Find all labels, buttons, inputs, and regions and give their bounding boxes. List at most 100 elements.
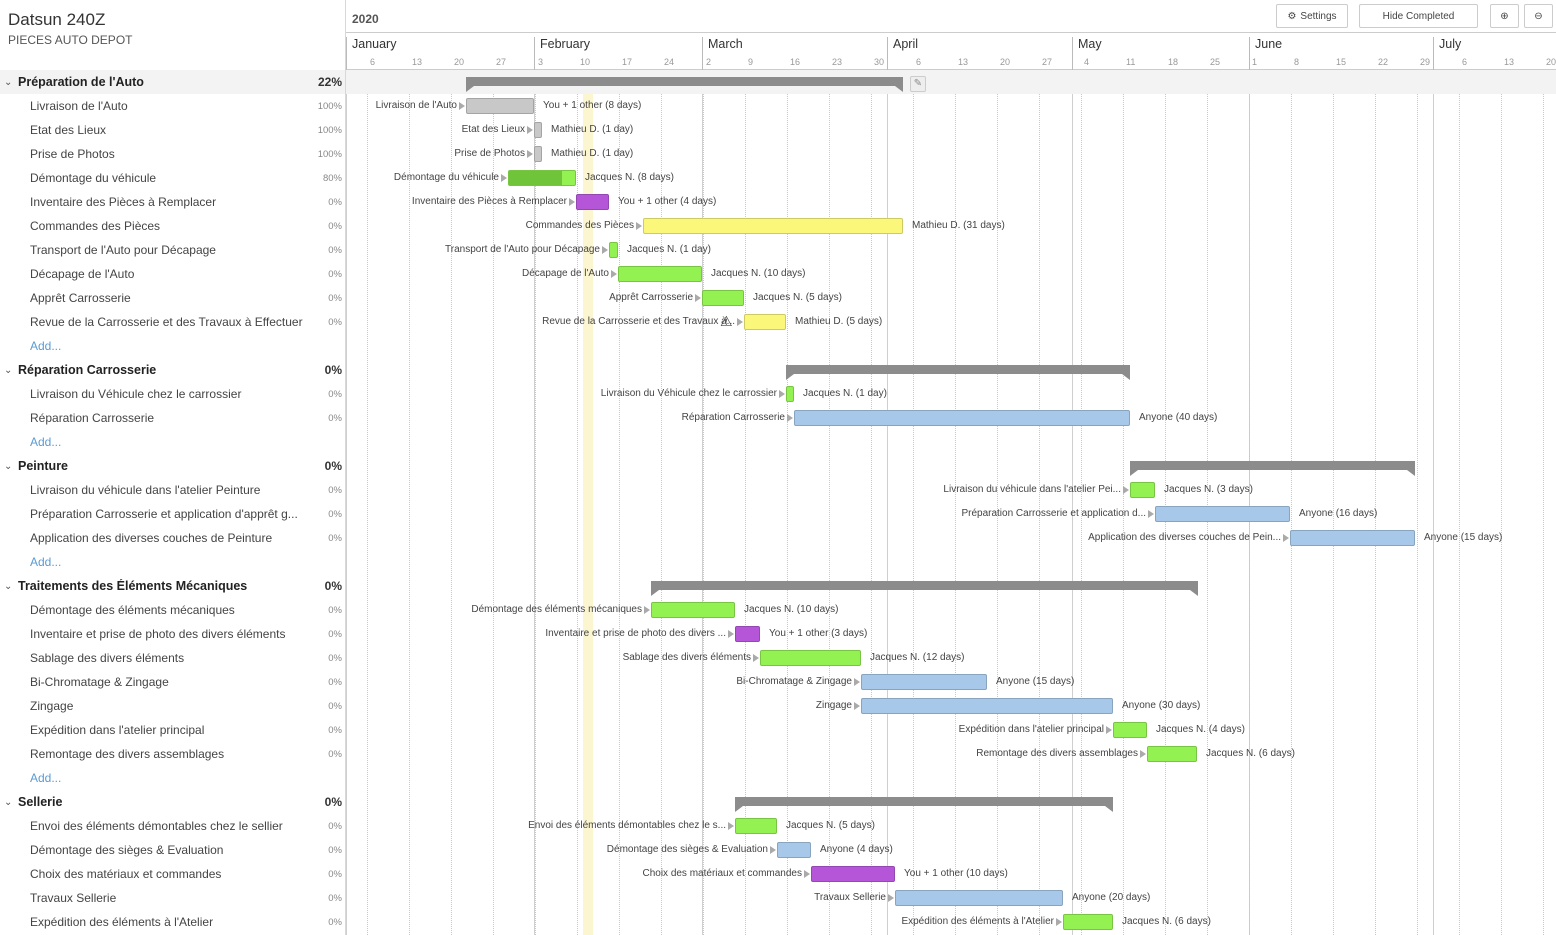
task-row[interactable]: Livraison de l'Auto 100%: [0, 94, 345, 118]
chevron-down-icon[interactable]: ⌄: [4, 796, 13, 808]
task-bar[interactable]: [1063, 914, 1113, 930]
task-bar-label: Expédition dans l'atelier principal: [958, 724, 1104, 735]
task-bar[interactable]: [1113, 722, 1147, 738]
task-row[interactable]: Préparation Carrosserie et application d…: [0, 502, 345, 526]
group-row[interactable]: ⌄ Peinture 0%: [0, 454, 345, 478]
task-row[interactable]: Expédition des éléments à l'Atelier 0%: [0, 910, 345, 934]
group-summary-bar[interactable]: [1130, 461, 1415, 476]
task-row[interactable]: Zingage 0%: [0, 694, 345, 718]
task-name: Envoi des éléments démontables chez le s…: [30, 819, 283, 833]
group-row[interactable]: ⌄ Traitements des Éléments Mécaniques 0%: [0, 574, 345, 598]
group-summary-bar[interactable]: [735, 797, 1113, 812]
add-task-link[interactable]: Add...: [0, 334, 345, 358]
task-bar[interactable]: [651, 602, 735, 618]
task-bar[interactable]: [1130, 482, 1155, 498]
task-row[interactable]: Choix des matériaux et commandes 0%: [0, 862, 345, 886]
warning-icon[interactable]: ⚠: [720, 313, 733, 329]
week-gridline: [1417, 70, 1418, 935]
task-assignee-label: Jacques N. (5 days): [786, 820, 875, 831]
add-task-link[interactable]: Add...: [0, 550, 345, 574]
task-name: Etat des Lieux: [30, 123, 107, 137]
task-row[interactable]: Bi-Chromatage & Zingage 0%: [0, 670, 345, 694]
task-row[interactable]: Remontage des divers assemblages 0%: [0, 742, 345, 766]
task-bar[interactable]: [702, 290, 744, 306]
zoom-out-button[interactable]: ⊖: [1524, 4, 1553, 28]
zoom-in-button[interactable]: ⊕: [1490, 4, 1519, 28]
day-tick-label: 20: [1000, 57, 1011, 67]
task-row[interactable]: Démontage du véhicule 80%: [0, 166, 345, 190]
group-summary-bar[interactable]: [786, 365, 1130, 380]
task-bar[interactable]: [895, 890, 1063, 906]
task-bar[interactable]: [1155, 506, 1290, 522]
task-bar[interactable]: [777, 842, 811, 858]
task-row[interactable]: Démontage des éléments mécaniques 0%: [0, 598, 345, 622]
task-row[interactable]: Apprêt Carrosserie 0%: [0, 286, 345, 310]
task-bar[interactable]: [760, 650, 861, 666]
group-summary-bar[interactable]: [651, 581, 1198, 596]
task-row[interactable]: Inventaire des Pièces à Remplacer 0%: [0, 190, 345, 214]
chevron-down-icon[interactable]: ⌄: [4, 76, 13, 88]
task-row[interactable]: Démontage des sièges & Evaluation 0%: [0, 838, 345, 862]
chevron-down-icon[interactable]: ⌄: [4, 460, 13, 472]
add-task-link[interactable]: Add...: [0, 766, 345, 790]
task-bar-label: Démontage des éléments mécaniques: [471, 604, 642, 615]
task-row[interactable]: Livraison du véhicule dans l'atelier Pei…: [0, 478, 345, 502]
task-bar[interactable]: [1290, 530, 1415, 546]
week-gridline: [913, 70, 914, 935]
month-label: May: [1072, 37, 1102, 71]
task-bar[interactable]: [861, 698, 1113, 714]
task-row[interactable]: Décapage de l'Auto 0%: [0, 262, 345, 286]
task-assignee-label: Anyone (15 days): [1424, 532, 1503, 543]
task-row[interactable]: Application des diverses couches de Pein…: [0, 526, 345, 550]
task-row[interactable]: Travaux Sellerie 0%: [0, 886, 345, 910]
task-bar[interactable]: [534, 146, 542, 162]
task-bar[interactable]: [643, 218, 903, 234]
task-bar-label: Envoi des éléments démontables chez le s…: [528, 820, 726, 831]
task-row[interactable]: Transport de l'Auto pour Décapage 0%: [0, 238, 345, 262]
task-row[interactable]: Inventaire et prise de photo des divers …: [0, 622, 345, 646]
group-summary-bar[interactable]: [466, 77, 903, 92]
task-percent: 0%: [328, 508, 342, 520]
week-gridline: [1333, 70, 1334, 935]
task-bar[interactable]: [576, 194, 609, 210]
task-bar[interactable]: [618, 266, 702, 282]
task-bar[interactable]: [861, 674, 987, 690]
chevron-down-icon[interactable]: ⌄: [4, 364, 13, 376]
task-row[interactable]: Réparation Carrosserie 0%: [0, 406, 345, 430]
week-gridline: [451, 70, 452, 935]
task-percent: 0%: [328, 484, 342, 496]
week-gridline: [1543, 70, 1544, 935]
group-row[interactable]: ⌄ Sellerie 0%: [0, 790, 345, 814]
task-row[interactable]: Revue de la Carrosserie et des Travaux à…: [0, 310, 345, 334]
task-bar[interactable]: [786, 386, 794, 402]
group-row[interactable]: ⌄ Préparation de l'Auto 22%: [0, 70, 345, 94]
task-bar[interactable]: [534, 122, 542, 138]
task-assignee-label: Anyone (4 days): [820, 844, 893, 855]
dependency-arrow: [501, 174, 507, 182]
day-tick-label: 18: [1168, 57, 1179, 67]
task-bar[interactable]: [466, 98, 534, 114]
task-bar[interactable]: [735, 626, 760, 642]
edit-pencil-icon[interactable]: ✎: [910, 76, 926, 92]
task-bar[interactable]: [744, 314, 786, 330]
task-row[interactable]: Commandes des Pièces 0%: [0, 214, 345, 238]
settings-button[interactable]: ⚙ Settings: [1276, 4, 1348, 28]
task-row[interactable]: Envoi des éléments démontables chez le s…: [0, 814, 345, 838]
task-bar[interactable]: [811, 866, 895, 882]
hide-completed-button[interactable]: Hide Completed: [1359, 4, 1478, 28]
month-label: April: [887, 37, 918, 71]
task-row[interactable]: Etat des Lieux 100%: [0, 118, 345, 142]
task-bar[interactable]: [794, 410, 1130, 426]
task-bar[interactable]: [508, 170, 576, 186]
chevron-down-icon[interactable]: ⌄: [4, 580, 13, 592]
task-bar[interactable]: [1147, 746, 1197, 762]
task-row[interactable]: Sablage des divers éléments 0%: [0, 646, 345, 670]
task-row[interactable]: Livraison du Véhicule chez le carrossier…: [0, 382, 345, 406]
task-bar[interactable]: [735, 818, 777, 834]
add-task-link[interactable]: Add...: [0, 430, 345, 454]
task-row[interactable]: Prise de Photos 100%: [0, 142, 345, 166]
task-bar-label: Choix des matériaux et commandes: [642, 868, 802, 879]
task-bar[interactable]: [609, 242, 618, 258]
task-row[interactable]: Expédition dans l'atelier principal 0%: [0, 718, 345, 742]
group-row[interactable]: ⌄ Réparation Carrosserie 0%: [0, 358, 345, 382]
